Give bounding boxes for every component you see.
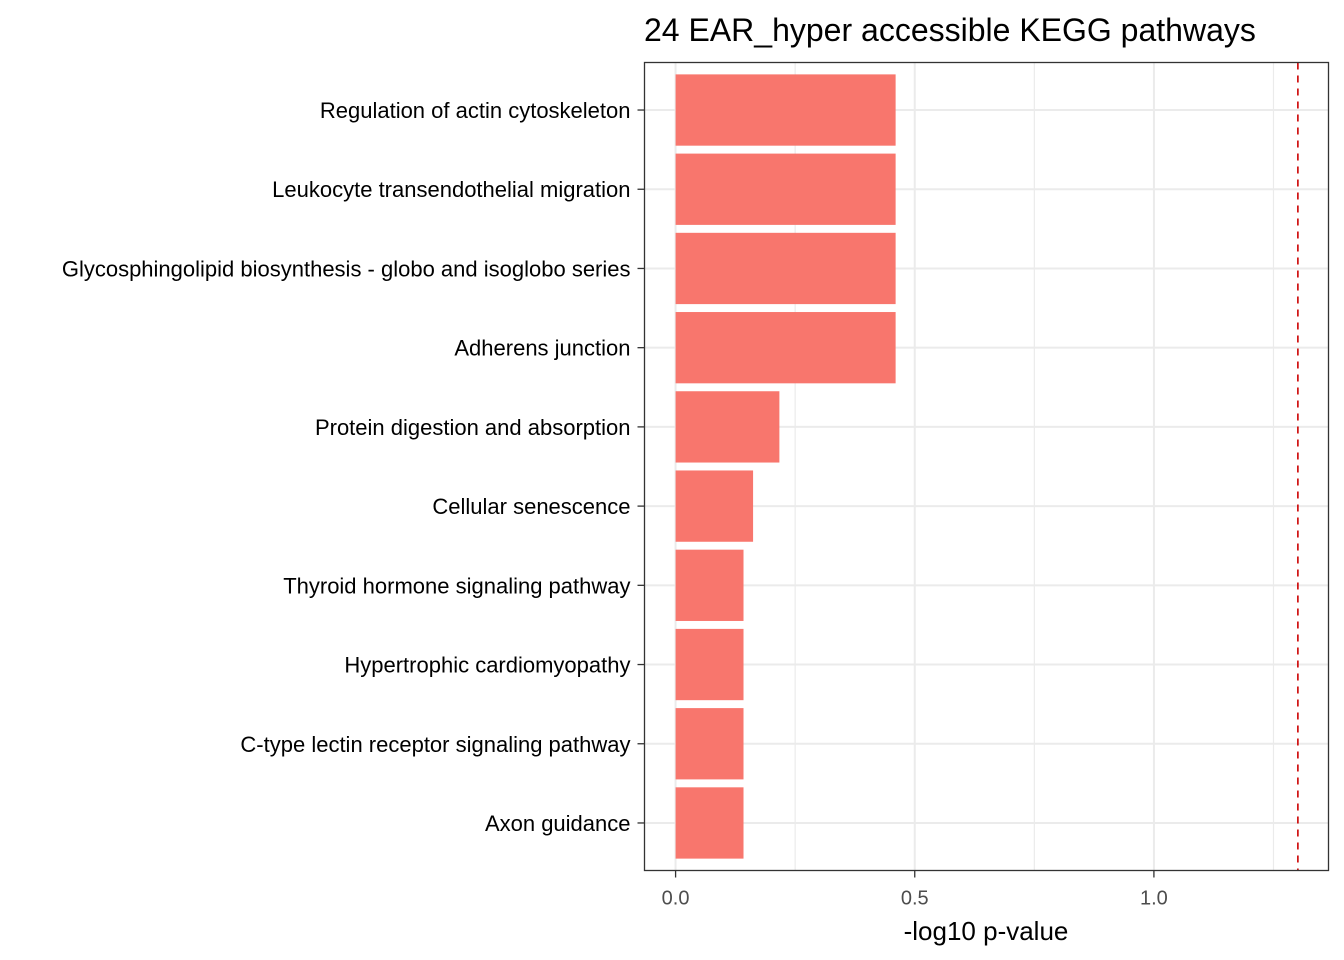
y-tick-label: Glycosphingolipid biosynthesis - globo a… bbox=[62, 256, 631, 281]
bar bbox=[675, 153, 896, 225]
x-axis-title: -log10 p-value bbox=[904, 916, 1069, 946]
y-tick-label: C-type lectin receptor signaling pathway bbox=[240, 732, 630, 757]
y-tick-label: Regulation of actin cytoskeleton bbox=[320, 98, 631, 123]
x-tick-label: 0.0 bbox=[662, 888, 690, 910]
plot-panel-border bbox=[643, 61, 1330, 872]
x-tick-label: 0.5 bbox=[901, 888, 929, 910]
bar bbox=[675, 74, 896, 146]
bar bbox=[675, 708, 744, 780]
chart-title: 24 EAR_hyper accessible KEGG pathways bbox=[644, 12, 1256, 48]
x-tick-label: 1.0 bbox=[1140, 888, 1168, 910]
bar bbox=[675, 787, 744, 859]
bar bbox=[675, 549, 744, 621]
y-tick-label: Protein digestion and absorption bbox=[315, 415, 631, 440]
x-axis: 0.0 0.5 1.0 bbox=[662, 870, 1168, 910]
y-tick-label: Adherens junction bbox=[454, 336, 630, 361]
y-tick-label: Axon guidance bbox=[485, 811, 631, 836]
bar bbox=[675, 391, 780, 463]
bar bbox=[675, 232, 896, 305]
y-tick-label: Hypertrophic cardiomyopathy bbox=[344, 653, 630, 678]
y-tick-label: Leukocyte transendothelial migration bbox=[272, 177, 630, 202]
bar bbox=[675, 470, 754, 542]
y-tick-label: Thyroid hormone signaling pathway bbox=[283, 573, 630, 598]
bar bbox=[675, 312, 896, 384]
bars bbox=[675, 74, 896, 859]
y-tick-label: Cellular senescence bbox=[432, 494, 630, 519]
y-axis: Regulation of actin cytoskeleton Leukocyt… bbox=[62, 98, 645, 836]
bar bbox=[675, 628, 744, 701]
